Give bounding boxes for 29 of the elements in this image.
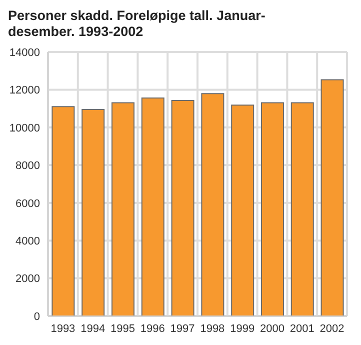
y-tick-label: 4000	[16, 235, 40, 248]
x-tick-label: 1999	[230, 322, 255, 335]
bar	[260, 102, 284, 316]
y-tick-label: 12000	[9, 84, 40, 97]
y-tick-label: 0	[34, 310, 40, 323]
chart-title: Personer skadd. Foreløpige tall. Januar-desember. 1993-2002	[8, 8, 266, 40]
x-tick-label: 1994	[80, 322, 106, 335]
bar	[141, 98, 164, 316]
bar	[82, 109, 105, 316]
x-tick-label: 1997	[170, 322, 195, 335]
x-tick-label: 1996	[140, 322, 165, 335]
y-tick-label: 8000	[16, 160, 40, 172]
bar	[171, 100, 194, 316]
y-tick-label: 14000	[9, 46, 40, 59]
x-tick-label: 1995	[110, 322, 135, 335]
x-tick-label: 2001	[290, 322, 314, 335]
x-tick-label: 2002	[320, 322, 344, 335]
bar	[290, 102, 314, 316]
y-tick-label: 10000	[9, 122, 40, 134]
bar	[320, 79, 344, 316]
bar	[52, 106, 75, 316]
bar	[231, 104, 254, 316]
x-tick-label: 1998	[200, 322, 225, 335]
y-tick-label: 2000	[16, 273, 40, 286]
x-tick-label: 2000	[260, 322, 284, 335]
bar	[201, 93, 224, 316]
x-tick-label: 1993	[50, 322, 76, 335]
y-tick-label: 6000	[16, 198, 40, 210]
bar	[111, 102, 134, 316]
